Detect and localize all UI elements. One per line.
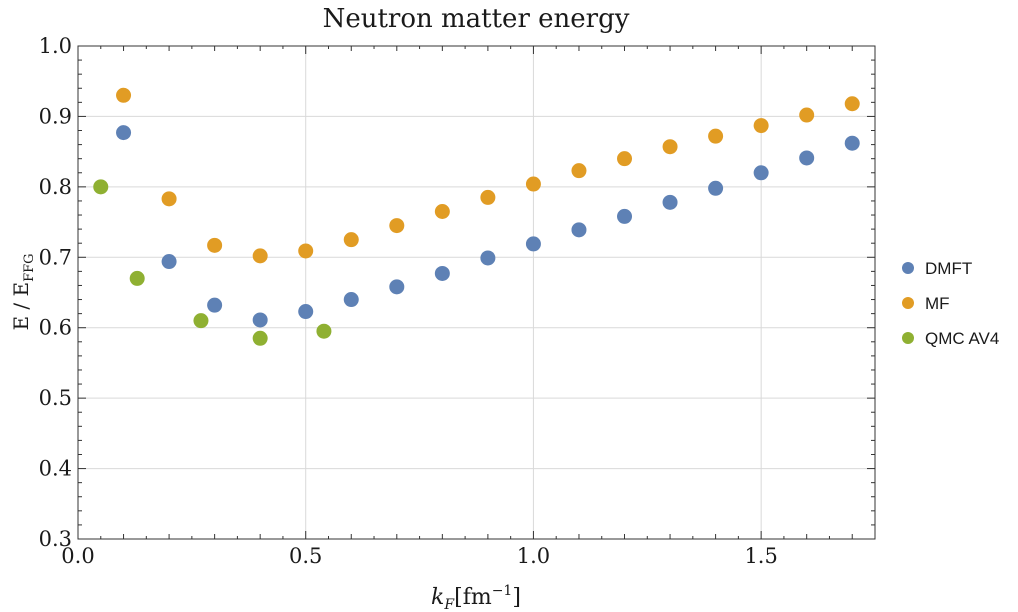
data-point <box>161 191 177 207</box>
data-point <box>525 176 541 192</box>
data-point <box>298 243 314 259</box>
data-point <box>662 139 678 155</box>
legend-label: DMFT <box>925 259 972 278</box>
data-point <box>799 107 815 123</box>
data-point <box>571 222 587 238</box>
y-tick-label: 0.4 <box>39 457 72 481</box>
data-point <box>662 194 678 210</box>
data-point <box>193 313 209 329</box>
data-point <box>480 189 496 205</box>
data-point <box>252 312 268 328</box>
series-2 <box>93 179 332 346</box>
data-point <box>207 297 223 313</box>
legend-marker <box>902 262 914 274</box>
data-point <box>389 218 405 234</box>
series-0 <box>116 125 860 328</box>
x-tick-label: 1.5 <box>744 544 777 568</box>
legend-marker <box>902 297 914 309</box>
legend-label: QMC AV4 <box>925 329 999 348</box>
data-point <box>844 96 860 112</box>
y-axis-label: E / EFFG <box>9 253 37 330</box>
legend-label: MF <box>925 294 950 313</box>
data-point <box>434 265 450 281</box>
data-point <box>434 204 450 220</box>
data-point <box>708 180 724 196</box>
tick-labels: 0.0 0.5 1.0 1.5 0.3 0.4 0.5 0.6 0.7 0.8 0.9 1.0 <box>39 34 778 568</box>
data-point <box>844 135 860 151</box>
legend: DMFT MF QMC AV4 <box>902 259 999 348</box>
data-point <box>389 279 405 295</box>
data-point <box>161 254 177 270</box>
data-point <box>252 248 268 264</box>
data-point <box>129 270 145 286</box>
legend-marker <box>902 332 914 344</box>
y-tick-label: 0.9 <box>39 104 72 128</box>
y-tick-label: 1.0 <box>39 34 72 58</box>
plot-frame <box>77 45 876 540</box>
x-axis-label: kF[fm−1] <box>431 583 521 612</box>
chart-title: Neutron matter energy <box>323 4 630 34</box>
x-tick-label: 1.0 <box>517 544 550 568</box>
data-point <box>617 208 633 224</box>
data-point <box>116 125 132 141</box>
data-point <box>799 150 815 166</box>
data-point <box>753 165 769 181</box>
y-tick-label: 0.6 <box>39 316 72 340</box>
data-point <box>617 151 633 167</box>
data-point <box>116 87 132 103</box>
minor-ticks <box>77 45 876 540</box>
data-point <box>480 250 496 266</box>
data-point <box>207 237 223 253</box>
y-tick-label: 0.7 <box>39 245 72 269</box>
data-point <box>708 128 724 144</box>
y-tick-label: 0.3 <box>39 527 72 551</box>
data-point <box>252 330 268 346</box>
series-1 <box>116 87 860 264</box>
data-point <box>298 304 314 320</box>
data-point <box>571 163 587 179</box>
data-points <box>93 87 860 346</box>
x-tick-label: 0.5 <box>289 544 322 568</box>
data-point <box>753 118 769 134</box>
data-point <box>316 323 332 339</box>
data-point <box>525 236 541 252</box>
data-point <box>343 232 359 248</box>
gridlines <box>78 46 875 539</box>
y-tick-label: 0.5 <box>39 386 72 410</box>
y-tick-label: 0.8 <box>39 175 72 199</box>
data-point <box>93 179 109 195</box>
x-tick-label: 0.0 <box>61 544 94 568</box>
data-point <box>343 292 359 308</box>
